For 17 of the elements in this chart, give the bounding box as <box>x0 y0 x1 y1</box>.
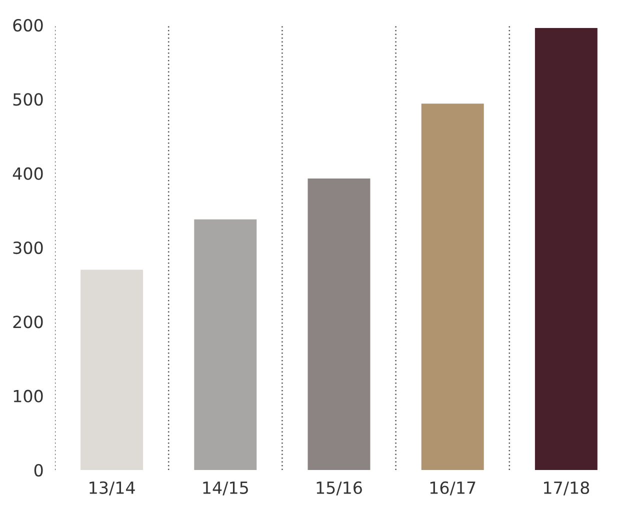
bar <box>308 178 370 470</box>
y-tick-label: 400 <box>12 167 43 180</box>
y-tick-label: 500 <box>13 93 43 106</box>
y-tick-label: 200 <box>13 316 43 328</box>
bar <box>421 104 484 470</box>
bar <box>80 270 144 470</box>
x-tick-label: 14/15 <box>203 482 248 496</box>
x-tick-label: 16/17 <box>430 481 476 496</box>
x-tick-label: 13/14 <box>90 481 135 496</box>
bar <box>194 219 257 470</box>
y-tick-label: 100 <box>14 390 43 402</box>
y-tick-label: 0 <box>34 464 43 477</box>
y-tick-label: 300 <box>13 241 43 254</box>
y-tick-label: 600 <box>13 18 43 32</box>
bar <box>534 28 598 470</box>
x-tick-label: 15/16 <box>316 481 362 496</box>
x-tick-label: 17/18 <box>544 481 590 496</box>
